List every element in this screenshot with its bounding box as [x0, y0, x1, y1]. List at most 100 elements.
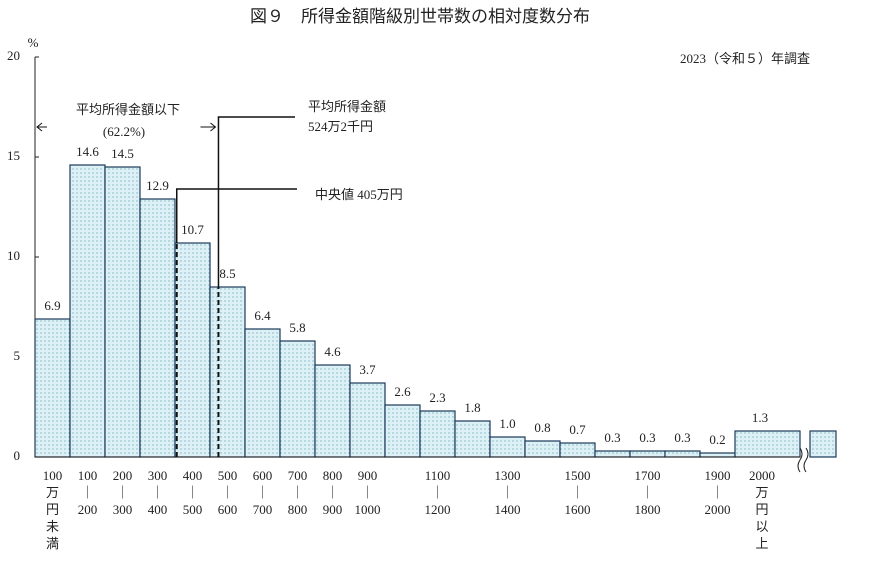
- bar: [664, 450, 701, 458]
- x-tick-label: 1200: [425, 502, 451, 517]
- bar: [69, 164, 106, 458]
- chart-title: 図９ 所得金額階級別世帯数の相対度数分布: [250, 7, 590, 26]
- mean-title: 平均所得金額: [308, 99, 386, 114]
- value-label: 2.3: [429, 390, 445, 405]
- x-tick-label: 500: [183, 502, 203, 517]
- bar: [349, 382, 386, 458]
- x-tick-label: 600: [253, 468, 273, 483]
- value-label: 4.6: [324, 344, 341, 359]
- x-tick-label: 1000: [355, 502, 381, 517]
- x-tick-label: 400: [148, 502, 168, 517]
- median-label: 中央値 405万円: [315, 187, 403, 202]
- arrow-left: [36, 122, 47, 132]
- x-tick-label: 1700: [635, 468, 661, 483]
- x-tick-label: 1600: [565, 502, 591, 517]
- x-tick-label: 1900: [705, 468, 731, 483]
- value-label: 3.7: [359, 362, 376, 377]
- bar: [489, 436, 526, 458]
- bar: [699, 452, 736, 458]
- x-tick-label: ｜: [641, 485, 654, 500]
- value-label: 1.8: [464, 400, 480, 415]
- note: 2023（令和５）年調査: [680, 51, 810, 66]
- x-tick-label: 300: [113, 502, 133, 517]
- x-tick-label: ｜: [291, 485, 304, 500]
- x-tick-label: ｜: [81, 485, 94, 500]
- x-tick-label: 上: [755, 536, 768, 551]
- y-tick-label: 0: [14, 448, 21, 463]
- y-axis-label: %: [28, 35, 39, 50]
- x-tick-label: 600: [218, 502, 238, 517]
- x-tick-label: 満: [46, 536, 59, 551]
- x-tick-label: 2000: [749, 468, 775, 483]
- x-tick-label: ｜: [186, 485, 199, 500]
- median-leader: [176, 188, 297, 243]
- value-label: 0.8: [534, 420, 550, 435]
- x-tick-label: 円: [46, 502, 59, 517]
- bar: [209, 286, 246, 458]
- x-tick-label: 1300: [495, 468, 521, 483]
- x-tick-label: 2000: [705, 502, 731, 517]
- y-tick-label: 15: [7, 148, 20, 163]
- bar: [314, 364, 351, 458]
- value-label: 0.2: [709, 432, 725, 447]
- x-tick-label: 1500: [565, 468, 591, 483]
- value-label: 14.5: [111, 146, 134, 161]
- mean-leader: [217, 116, 295, 287]
- value-label: 2.6: [394, 384, 411, 399]
- arrow-right: [200, 122, 217, 132]
- value-label: 10.7: [181, 222, 204, 237]
- value-label: 12.9: [146, 178, 169, 193]
- x-tick-label: 900: [358, 468, 378, 483]
- x-tick-label: ｜: [361, 485, 374, 500]
- value-label: 0.3: [674, 430, 690, 445]
- bar-continued: [809, 430, 837, 458]
- value-label: 0.3: [604, 430, 620, 445]
- x-tick-label: 700: [288, 468, 308, 483]
- y-tick-label: 5: [14, 348, 21, 363]
- x-tick-label: 500: [218, 468, 238, 483]
- bar: [104, 166, 141, 458]
- x-tick-label: ｜: [501, 485, 514, 500]
- value-label: 1.3: [752, 410, 768, 425]
- y-tick-label: 20: [7, 48, 20, 63]
- value-label: 14.6: [76, 144, 99, 159]
- bar: [629, 450, 666, 458]
- bar: [244, 328, 281, 458]
- bar: [734, 430, 801, 458]
- bar: [174, 242, 211, 458]
- x-tick-label: 以: [755, 519, 768, 534]
- mean-label: 524万2千円: [308, 119, 373, 134]
- x-tick-label: 800: [323, 468, 343, 483]
- bar: [279, 340, 316, 458]
- x-tick-label: ｜: [256, 485, 269, 500]
- bar: [384, 404, 421, 458]
- value-label: 6.9: [44, 298, 60, 313]
- x-tick-label: 100: [43, 468, 63, 483]
- x-tick-label: 1100: [425, 468, 451, 483]
- x-tick-label: ｜: [221, 485, 234, 500]
- x-tick-label: 万: [755, 485, 768, 500]
- x-tick-label: ｜: [431, 485, 444, 500]
- bar: [419, 410, 456, 458]
- x-tick-label: 200: [78, 502, 98, 517]
- bar: [559, 442, 596, 458]
- bar: [34, 318, 71, 458]
- x-tick-label: 800: [288, 502, 308, 517]
- value-label: 1.0: [499, 416, 515, 431]
- y-tick-label: 10: [7, 248, 20, 263]
- x-tick-label: 700: [253, 502, 273, 517]
- x-tick-label: ｜: [711, 485, 724, 500]
- x-tick-label: 万: [46, 485, 59, 500]
- x-tick-label: 1800: [635, 502, 661, 517]
- x-tick-label: 100: [78, 468, 98, 483]
- below-mean-label: 平均所得金額以下: [76, 102, 180, 117]
- x-tick-label: ｜: [116, 485, 129, 500]
- x-tick-label: 300: [148, 468, 168, 483]
- x-tick-label: 円: [755, 502, 768, 517]
- x-tick-label: 900: [323, 502, 343, 517]
- x-tick-label: 1400: [495, 502, 521, 517]
- value-label: 0.3: [639, 430, 655, 445]
- x-tick-label: 200: [113, 468, 133, 483]
- value-label: 8.5: [219, 266, 235, 281]
